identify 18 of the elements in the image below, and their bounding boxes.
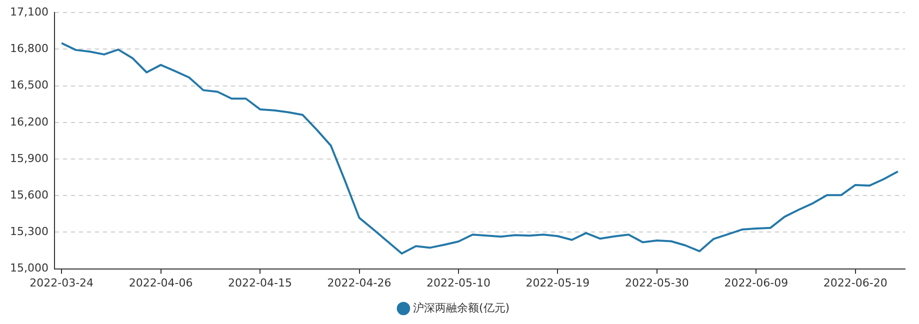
x-tick-label: 2022-04-06 <box>128 276 193 290</box>
x-tick-label: 2022-05-19 <box>526 276 590 290</box>
x-tick-label: 2022-04-26 <box>327 276 392 290</box>
y-tick-label: 16,800 <box>10 42 48 56</box>
y-tick-label: 15,300 <box>10 225 48 238</box>
y-tick-label: 15,900 <box>10 152 48 165</box>
x-tick-label: 2022-04-15 <box>228 276 292 290</box>
x-tick-label: 2022-05-10 <box>426 276 490 290</box>
x-tick-label: 2022-06-20 <box>823 276 888 290</box>
legend-label: 沪深两融余额(亿元) <box>412 301 510 314</box>
y-tick-label: 15,600 <box>10 188 48 202</box>
x-tick-label: 2022-05-30 <box>624 276 689 290</box>
y-tick-label: 16,200 <box>10 115 48 128</box>
y-tick-label: 15,000 <box>10 262 48 275</box>
y-tick-label: 17,100 <box>10 5 48 18</box>
y-tick-label: 16,500 <box>10 78 48 92</box>
x-tick-label: 2022-06-09 <box>724 276 788 290</box>
x-tick-label: 2022-03-24 <box>30 276 94 290</box>
